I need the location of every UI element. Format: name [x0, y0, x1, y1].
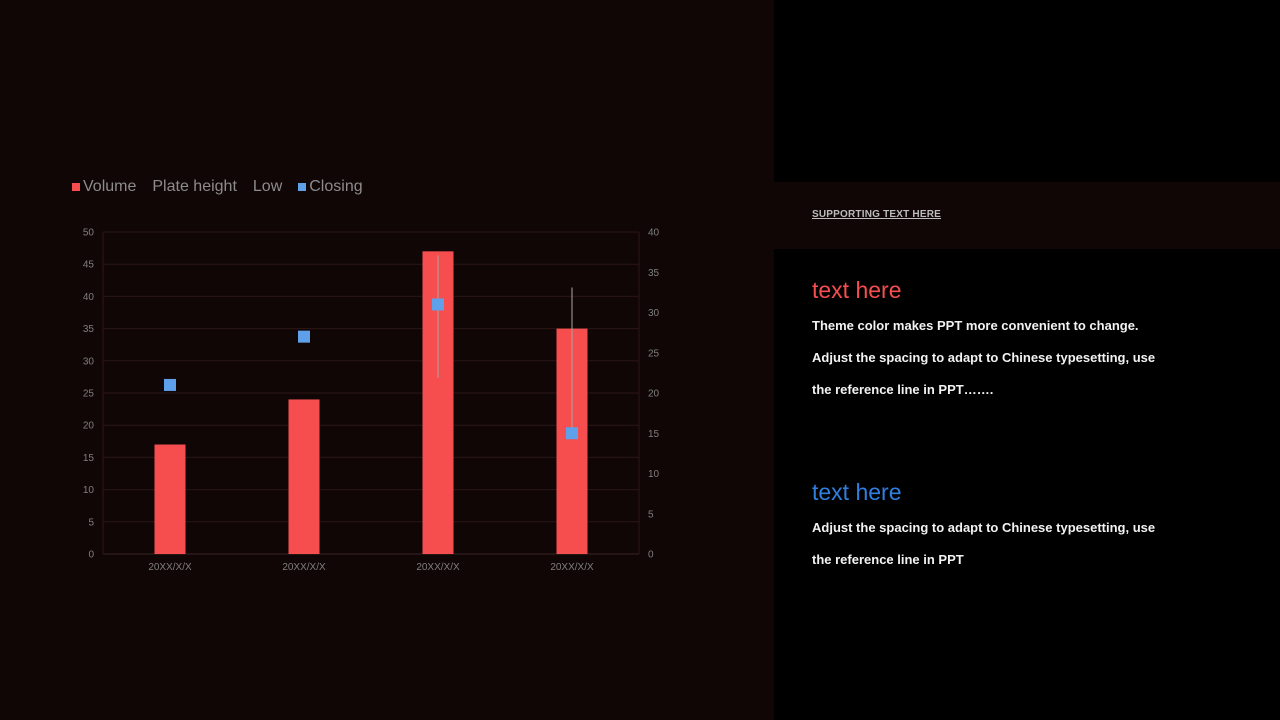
legend-label: Closing: [309, 178, 363, 195]
y-tick-label-left: 40: [83, 292, 95, 303]
legend-swatch: [72, 183, 80, 191]
legend-label: Volume: [83, 178, 137, 195]
y-tick-label-left: 0: [88, 550, 94, 561]
y-tick-label-right: 25: [648, 348, 660, 359]
block-2-line: Adjust the spacing to adapt to Chinese t…: [812, 520, 1156, 535]
block-2-title: text here: [812, 479, 902, 505]
y-tick-label-right: 20: [648, 389, 660, 400]
x-tick-label: 20XX/X/X: [148, 562, 192, 573]
legend-item: Low: [253, 178, 282, 196]
y-tick-label-left: 10: [83, 485, 95, 496]
supporting-text[interactable]: SUPPORTING TEXT HERE: [812, 209, 942, 220]
closing-marker: [432, 298, 444, 311]
block-1-line: Theme color makes PPT more convenient to…: [812, 318, 1139, 333]
closing-marker: [298, 330, 310, 343]
y-tick-label-right: 15: [648, 429, 660, 440]
block-1-line: the reference line in PPT…….: [812, 382, 994, 397]
x-tick-label: 20XX/X/X: [416, 562, 460, 573]
legend-label: Plate height: [152, 178, 237, 195]
y-tick-label-right: 40: [648, 228, 660, 239]
y-tick-label-right: 10: [648, 469, 660, 480]
y-tick-label-right: 5: [648, 509, 654, 520]
closing-marker: [164, 378, 176, 391]
chart-panel: Volume Plate height Low Closing 0 5 10 15 20 25 3…: [0, 0, 774, 720]
block-2-line: the reference line in PPT: [812, 552, 964, 567]
legend-item: Plate height: [152, 178, 237, 196]
y-tick-label-left: 25: [83, 389, 95, 400]
legend-swatch: [298, 183, 307, 191]
legend-label: Low: [252, 178, 283, 195]
x-tick-label: 20XX/X/X: [282, 562, 326, 573]
y-tick-label-left: 35: [83, 324, 95, 335]
y-tick-label-right: 35: [648, 268, 660, 279]
y-tick-label-left: 45: [83, 260, 95, 271]
chart-legend: Volume Plate height Low Closing: [72, 176, 379, 198]
supporting-header: SUPPORTING TEXT HERE: [774, 182, 1280, 249]
text-block-2: text here Adjust the spacing to adapt to…: [812, 478, 1252, 576]
y-tick-label-left: 50: [83, 228, 95, 239]
legend-item: Closing: [298, 178, 363, 196]
y-tick-label-left: 15: [83, 453, 95, 464]
text-block-1: text here Theme color makes PPT more con…: [812, 276, 1252, 406]
x-tick-label: 20XX/X/X: [550, 562, 594, 573]
block-1-title: text here: [812, 277, 902, 303]
y-tick-label-right: 30: [648, 308, 660, 319]
closing-marker: [566, 427, 578, 440]
block-1-line: Adjust the spacing to adapt to Chinese t…: [812, 350, 1156, 365]
legend-item: Volume: [72, 178, 136, 196]
volume-bar: [288, 399, 320, 554]
volume-bar: [154, 444, 186, 554]
y-tick-label-right: 0: [648, 550, 654, 561]
y-tick-label-left: 20: [83, 421, 95, 432]
y-tick-label-left: 30: [83, 356, 95, 367]
y-tick-label-left: 5: [88, 517, 94, 528]
combo-chart: 0 5 10 15 20 25 30 35 40 45 50 0 5 10 15 20 25 30 35 40 20XX…: [83, 228, 660, 574]
